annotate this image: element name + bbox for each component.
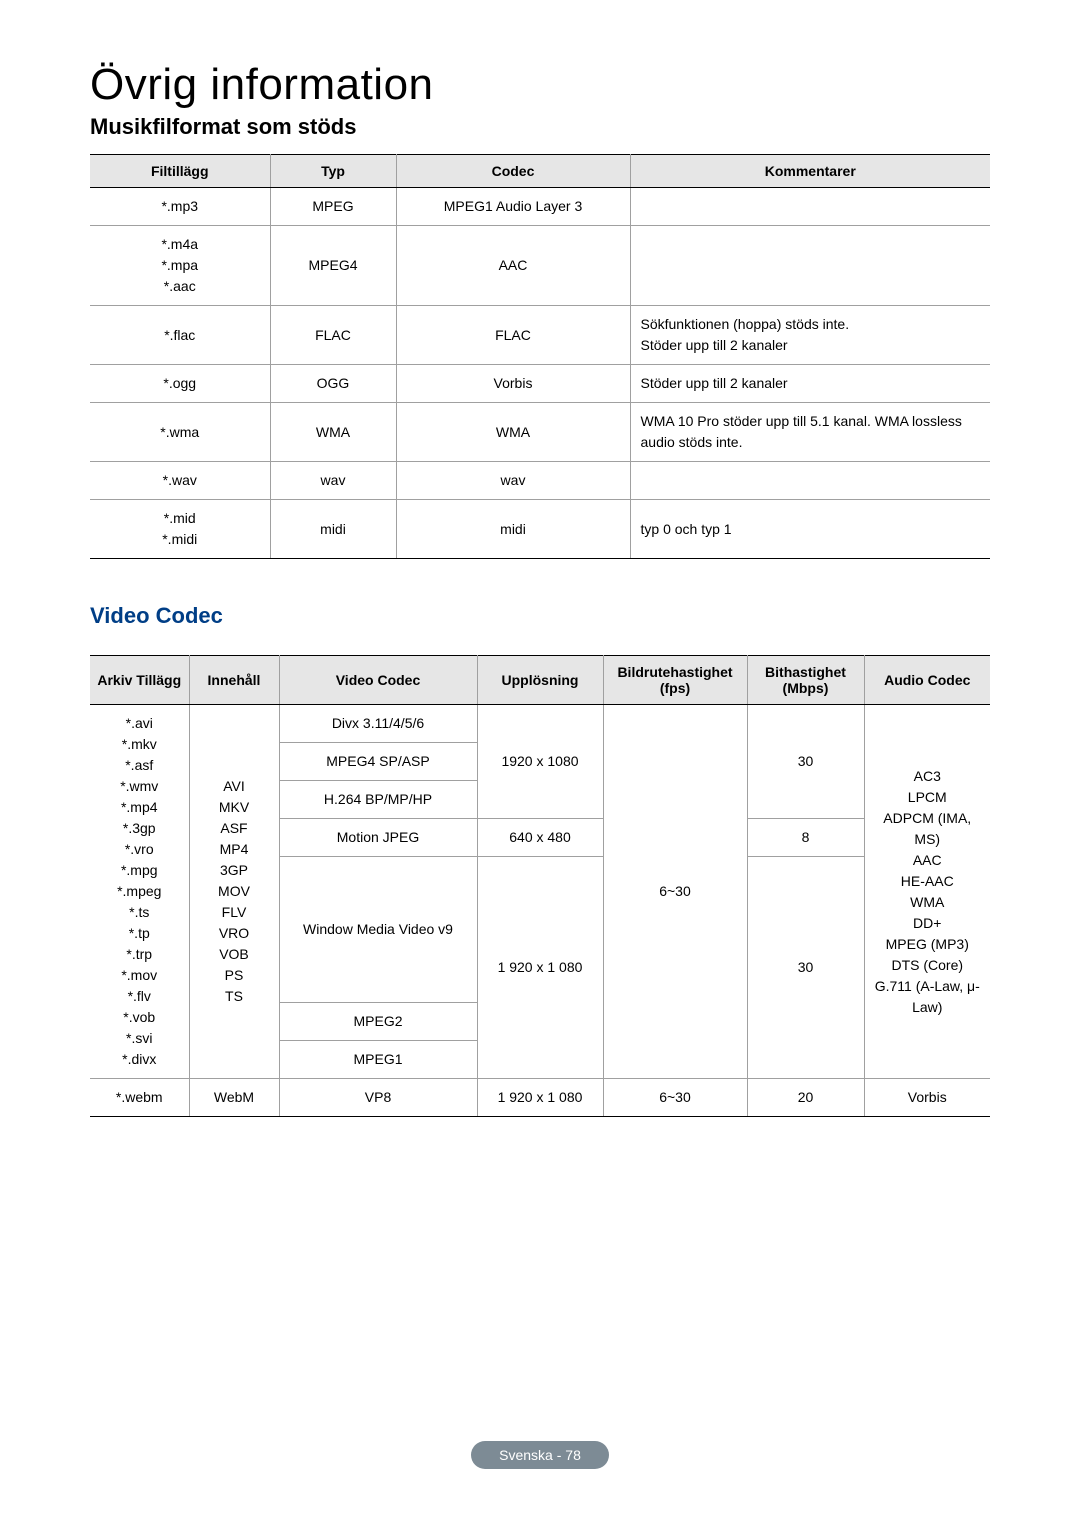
col-header-vcodec: Video Codec bbox=[279, 656, 477, 705]
cell-type: WMA bbox=[270, 403, 396, 462]
table-row: *.mid *.midimidimidityp 0 och typ 1 bbox=[90, 500, 990, 559]
cell-ext: *.flac bbox=[90, 306, 270, 365]
cell-ext: *.wav bbox=[90, 462, 270, 500]
col-header-acodec: Audio Codec bbox=[864, 656, 990, 705]
cell-codec: Vorbis bbox=[396, 365, 630, 403]
cell-webm-fps: 6~30 bbox=[603, 1079, 747, 1117]
cell-type: OGG bbox=[270, 365, 396, 403]
cell-webm-codec: VP8 bbox=[279, 1079, 477, 1117]
video-codec-table: Arkiv Tillägg Innehåll Video Codec Upplö… bbox=[90, 655, 990, 1117]
col-header-codec: Codec bbox=[396, 155, 630, 188]
col-header-innehall: Innehåll bbox=[189, 656, 279, 705]
cell-ext: *.mid *.midi bbox=[90, 500, 270, 559]
cell-bitrate-30b: 30 bbox=[747, 857, 864, 1079]
music-format-table: Filtillägg Typ Codec Kommentarer *.mp3MP… bbox=[90, 154, 990, 559]
table-row: *.m4a *.mpa *.aacMPEG4AAC bbox=[90, 226, 990, 306]
cell-codec: MPEG1 Audio Layer 3 bbox=[396, 188, 630, 226]
cell-comment: typ 0 och typ 1 bbox=[630, 500, 990, 559]
cell-webm-bitrate: 20 bbox=[747, 1079, 864, 1117]
cell-webm-res: 1 920 x 1 080 bbox=[477, 1079, 603, 1117]
cell-webm-audio: Vorbis bbox=[864, 1079, 990, 1117]
cell-codec: AAC bbox=[396, 226, 630, 306]
table-row: *.oggOGGVorbisStöder upp till 2 kanaler bbox=[90, 365, 990, 403]
cell-webm-container: WebM bbox=[189, 1079, 279, 1117]
col-header-ext: Filtillägg bbox=[90, 155, 270, 188]
music-section-heading: Musikfilformat som stöds bbox=[90, 114, 990, 140]
cell-comment: Stöder upp till 2 kanaler bbox=[630, 365, 990, 403]
cell-ext: *.wma bbox=[90, 403, 270, 462]
cell-codec-wmv: Window Media Video v9 bbox=[279, 857, 477, 1003]
cell-audio-group: AC3 LPCM ADPCM (IMA, MS) AAC HE-AAC WMA … bbox=[864, 705, 990, 1079]
cell-comment bbox=[630, 462, 990, 500]
cell-codec-h264: H.264 BP/MP/HP bbox=[279, 781, 477, 819]
cell-type: wav bbox=[270, 462, 396, 500]
page-footer: Svenska - 78 bbox=[0, 1441, 1080, 1469]
cell-ext: *.mp3 bbox=[90, 188, 270, 226]
cell-comment bbox=[630, 188, 990, 226]
cell-fps: 6~30 bbox=[603, 705, 747, 1079]
cell-type: MPEG4 bbox=[270, 226, 396, 306]
page-number-pill: Svenska - 78 bbox=[471, 1441, 609, 1469]
table-row: *.webm WebM VP8 1 920 x 1 080 6~30 20 Vo… bbox=[90, 1079, 990, 1117]
cell-res-sd: 640 x 480 bbox=[477, 819, 603, 857]
table-header-row: Arkiv Tillägg Innehåll Video Codec Upplö… bbox=[90, 656, 990, 705]
col-header-bitrate: Bithastighet (Mbps) bbox=[747, 656, 864, 705]
page-main-title: Övrig information bbox=[90, 60, 990, 110]
col-header-arkiv: Arkiv Tillägg bbox=[90, 656, 189, 705]
col-header-type: Typ bbox=[270, 155, 396, 188]
table-row: *.mp3MPEGMPEG1 Audio Layer 3 bbox=[90, 188, 990, 226]
cell-comment bbox=[630, 226, 990, 306]
cell-codec-mjpeg: Motion JPEG bbox=[279, 819, 477, 857]
cell-codec: WMA bbox=[396, 403, 630, 462]
table-row: *.wavwavwav bbox=[90, 462, 990, 500]
cell-codec-divx: Divx 3.11/4/5/6 bbox=[279, 705, 477, 743]
table-header-row: Filtillägg Typ Codec Kommentarer bbox=[90, 155, 990, 188]
cell-comment: WMA 10 Pro stöder upp till 5.1 kanal. WM… bbox=[630, 403, 990, 462]
cell-webm-ext: *.webm bbox=[90, 1079, 189, 1117]
cell-res-hd2: 1 920 x 1 080 bbox=[477, 857, 603, 1079]
cell-ext: *.ogg bbox=[90, 365, 270, 403]
cell-codec: wav bbox=[396, 462, 630, 500]
cell-ext-group: *.avi *.mkv *.asf *.wmv *.mp4 *.3gp *.vr… bbox=[90, 705, 189, 1079]
cell-codec-mpeg4: MPEG4 SP/ASP bbox=[279, 743, 477, 781]
cell-type: FLAC bbox=[270, 306, 396, 365]
col-header-comment: Kommentarer bbox=[630, 155, 990, 188]
cell-bitrate-8: 8 bbox=[747, 819, 864, 857]
cell-codec-mpeg1: MPEG1 bbox=[279, 1041, 477, 1079]
cell-container-group: AVI MKV ASF MP4 3GP MOV FLV VRO VOB PS T… bbox=[189, 705, 279, 1079]
cell-type: midi bbox=[270, 500, 396, 559]
table-row: *.wmaWMAWMAWMA 10 Pro stöder upp till 5.… bbox=[90, 403, 990, 462]
video-section-heading: Video Codec bbox=[90, 603, 990, 629]
cell-codec-mpeg2: MPEG2 bbox=[279, 1003, 477, 1041]
cell-type: MPEG bbox=[270, 188, 396, 226]
cell-comment: Sökfunktionen (hoppa) stöds inte. Stöder… bbox=[630, 306, 990, 365]
col-header-res: Upplösning bbox=[477, 656, 603, 705]
table-row: *.flacFLACFLACSökfunktionen (hoppa) stöd… bbox=[90, 306, 990, 365]
cell-codec: midi bbox=[396, 500, 630, 559]
cell-ext: *.m4a *.mpa *.aac bbox=[90, 226, 270, 306]
table-row: *.avi *.mkv *.asf *.wmv *.mp4 *.3gp *.vr… bbox=[90, 705, 990, 743]
cell-res-hd: 1920 x 1080 bbox=[477, 705, 603, 819]
cell-codec: FLAC bbox=[396, 306, 630, 365]
col-header-fps: Bildrutehastighet (fps) bbox=[603, 656, 747, 705]
cell-bitrate-30a: 30 bbox=[747, 705, 864, 819]
